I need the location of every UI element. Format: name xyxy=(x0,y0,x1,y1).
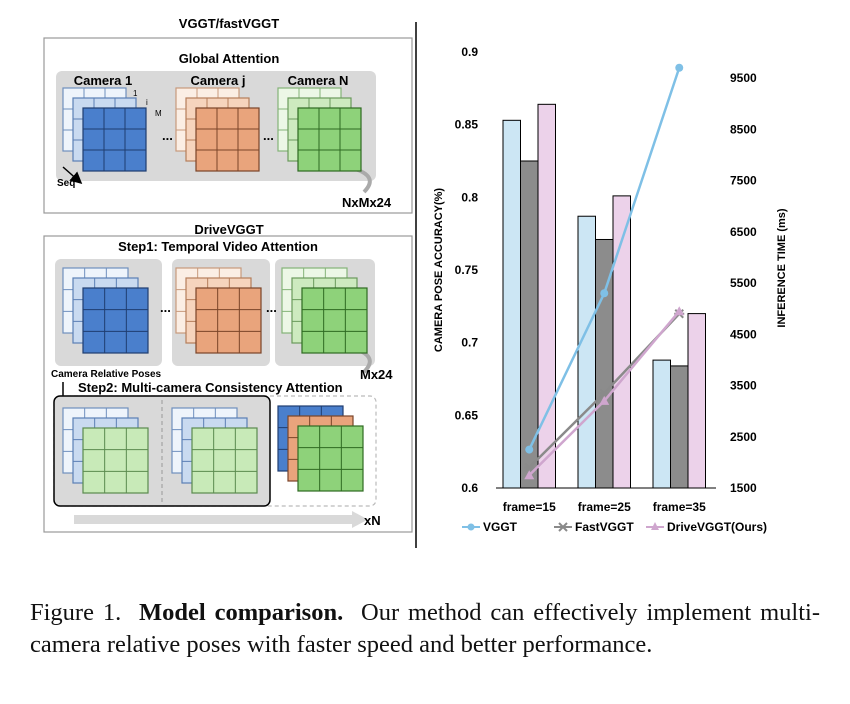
left-tick-label: 0.75 xyxy=(455,263,479,277)
right-tick-label: 4500 xyxy=(730,327,757,341)
point-vggt-1 xyxy=(525,445,534,454)
left-tick-label: 0.8 xyxy=(461,190,478,204)
axis-i-label: i xyxy=(146,98,148,107)
seq-label: Seq xyxy=(57,178,75,189)
left-tick-label: 0.85 xyxy=(455,118,479,132)
top-title: VGGT/fastVGGT xyxy=(179,16,279,31)
step1-camera-1-stack-layer-3 xyxy=(82,287,149,354)
step1-dims-label: Mx24 xyxy=(360,367,393,382)
caption-label: Figure 1. xyxy=(30,599,122,626)
point-fastvggt-1 xyxy=(524,462,535,473)
right-tick-label: 3500 xyxy=(730,379,757,393)
category-label: frame=25 xyxy=(578,500,631,514)
ellipsis-1: ... xyxy=(162,128,173,143)
camera-1-label: Camera 1 xyxy=(74,73,133,88)
xn-arrow xyxy=(74,515,352,524)
right-tick-label: 5500 xyxy=(730,276,757,290)
step2-stack-2-layer-3 xyxy=(191,427,258,494)
time-lines xyxy=(524,63,685,480)
bottom-title: DriveVGGT xyxy=(194,222,263,237)
left-axis-ticks: 0.9 0.85 0.8 0.75 0.7 0.65 0.6 xyxy=(455,45,479,495)
right-tick-label: 1500 xyxy=(730,481,757,495)
right-tick-label: 7500 xyxy=(730,174,757,188)
bar-vggt-2 xyxy=(577,215,596,489)
top-grids xyxy=(62,87,362,172)
left-tick-label: 0.65 xyxy=(455,408,479,422)
ellipsis-2: ... xyxy=(263,128,274,143)
top-camera-j-stack-layer-3 xyxy=(195,107,260,172)
step2-stack-1-layer-3 xyxy=(82,427,149,494)
legend: VGGT FastVGGT DriveVGGT(Ours) xyxy=(462,520,767,534)
category-label: frame=35 xyxy=(653,500,706,514)
step2-title: Step2: Multi-camera Consistency Attentio… xyxy=(78,380,343,395)
ellipsis-3: ... xyxy=(160,300,171,315)
top-camera-n-stack-layer-3 xyxy=(297,107,362,172)
legend-label-drivevggt-ours: DriveVGGT(Ours) xyxy=(667,520,767,534)
legend-label-vggt: VGGT xyxy=(483,520,518,534)
left-tick-label: 0.7 xyxy=(461,336,478,350)
right-tick-label: 8500 xyxy=(730,122,757,136)
point-drivevggt-ours-2 xyxy=(599,395,610,405)
legend-marker-fastvggt xyxy=(558,522,568,532)
bar-drivevggt-ours--1 xyxy=(537,103,556,489)
legend-marker-drivevggt-ours xyxy=(651,522,659,530)
left-tick-label: 0.6 xyxy=(461,481,478,495)
camera-j-label: Camera j xyxy=(191,73,246,88)
right-axis-label: INFERENCE TIME (ms) xyxy=(776,208,788,328)
point-drivevggt-ours-3 xyxy=(674,306,685,316)
bar-fastvggt-3 xyxy=(670,365,689,489)
top-dims-label: NxMx24 xyxy=(342,195,392,210)
legend-label-fastvggt: FastVGGT xyxy=(575,520,634,534)
left-tick-label: 0.9 xyxy=(461,45,478,59)
camera-relative-poses-label: Camera Relative Poses xyxy=(51,369,162,380)
caption-text: Our method can effectively implement mul… xyxy=(30,599,820,658)
bottom-grids xyxy=(62,267,368,494)
axis-1-label: 1 xyxy=(133,89,138,98)
right-axis-ticks: 9500 8500 7500 6500 5500 4500 3500 2500 1500 xyxy=(730,71,757,495)
bar-drivevggt-ours--3 xyxy=(687,313,706,489)
figure-1: VGGT/fastVGGT Global Attention Camera 1 … xyxy=(43,16,788,548)
camera-n-label: Camera N xyxy=(288,73,349,88)
step2-dims-label: xN xyxy=(364,513,381,528)
global-attention-title: Global Attention xyxy=(179,51,280,66)
step2-stack-3-layer-3 xyxy=(297,425,364,492)
right-tick-label: 2500 xyxy=(730,430,757,444)
seq-arrow xyxy=(62,166,83,184)
right-tick-label: 9500 xyxy=(730,71,757,85)
ellipsis-4: ... xyxy=(266,300,277,315)
point-vggt-2 xyxy=(600,289,609,298)
legend-marker-vggt xyxy=(467,523,475,531)
point-drivevggt-ours-1 xyxy=(524,470,535,480)
xn-arrow-head xyxy=(352,511,368,528)
category-labels: frame=15 frame=25 frame=35 xyxy=(503,500,706,514)
architecture-diagram: VGGT/fastVGGT Global Attention Camera 1 … xyxy=(43,16,413,533)
step1-camera-j-stack-layer-3 xyxy=(195,287,262,354)
point-vggt-3 xyxy=(675,63,684,72)
bar-vggt-1 xyxy=(502,119,521,489)
category-label: frame=15 xyxy=(503,500,556,514)
step1-title: Step1: Temporal Video Attention xyxy=(118,239,318,254)
caption-bold: Model comparison. xyxy=(139,599,344,626)
right-tick-label: 6500 xyxy=(730,225,757,239)
figure-caption: Figure 1. Model comparison. Our method c… xyxy=(30,597,820,661)
axis-m-label: M xyxy=(155,109,162,118)
step1-camera-n-stack-layer-3 xyxy=(301,287,368,354)
comparison-chart: 0.9 0.85 0.8 0.75 0.7 0.65 0.6 9500 8500 7500 650… xyxy=(433,45,788,534)
bar-vggt-3 xyxy=(652,359,671,489)
top-camera-1-stack-layer-3 xyxy=(82,107,147,172)
left-axis-label: CAMERA POSE ACCURACY(%) xyxy=(433,188,445,353)
